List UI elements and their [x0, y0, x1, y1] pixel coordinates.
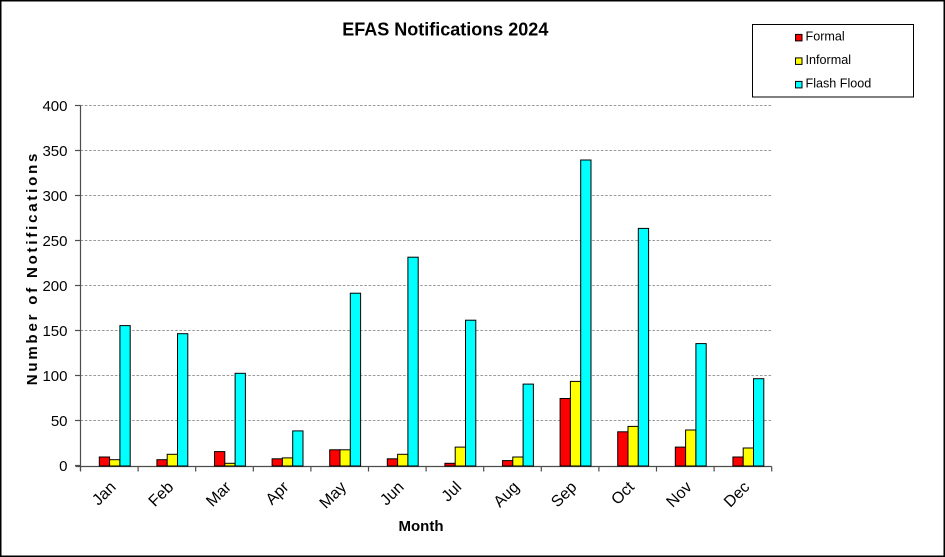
svg-text:400: 400	[42, 98, 67, 115]
svg-text:150: 150	[42, 323, 67, 340]
svg-text:350: 350	[42, 143, 67, 160]
svg-text:Number of Notifications: Number of Notifications	[24, 151, 41, 385]
svg-text:Informal: Informal	[806, 53, 852, 67]
svg-text:Formal: Formal	[806, 30, 845, 44]
svg-text:50: 50	[51, 413, 68, 430]
svg-text:0: 0	[59, 458, 67, 475]
svg-text:100: 100	[42, 368, 67, 385]
svg-text:250: 250	[42, 233, 67, 250]
svg-text:200: 200	[42, 278, 67, 295]
svg-text:Flash Flood: Flash Flood	[806, 77, 872, 91]
svg-text:Month: Month	[399, 518, 444, 535]
svg-text:300: 300	[42, 188, 67, 205]
svg-text:EFAS Notifications 2024: EFAS Notifications 2024	[342, 20, 548, 40]
